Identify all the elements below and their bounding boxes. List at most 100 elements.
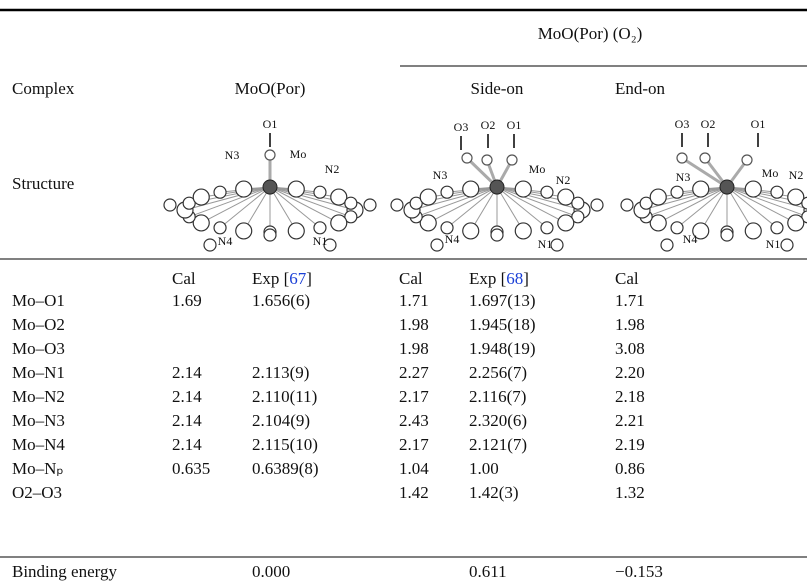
atom-label: Mo bbox=[529, 162, 546, 176]
cell: 2.14 bbox=[172, 363, 202, 382]
atom bbox=[344, 210, 358, 224]
metal-atom bbox=[719, 179, 735, 195]
atom bbox=[741, 154, 753, 166]
bond bbox=[658, 186, 728, 224]
row-label: Mo–N1 bbox=[12, 363, 65, 382]
column-title: Side-on bbox=[471, 79, 524, 98]
bond bbox=[726, 186, 807, 218]
atom bbox=[676, 152, 688, 164]
atom-label: O2 bbox=[481, 118, 496, 132]
bond bbox=[726, 186, 796, 198]
atom bbox=[344, 196, 358, 210]
atom bbox=[639, 196, 653, 210]
atom bbox=[481, 154, 493, 166]
cell: 1.71 bbox=[399, 291, 429, 310]
atom bbox=[506, 154, 518, 166]
bond bbox=[496, 186, 583, 211]
cell: 0.86 bbox=[615, 459, 645, 478]
row-label: Mo–N4 bbox=[12, 435, 65, 454]
subheader: Cal bbox=[615, 269, 639, 288]
reference-link[interactable]: 68 bbox=[506, 269, 523, 288]
atom bbox=[287, 180, 305, 198]
cell: 2.115(10) bbox=[252, 435, 318, 454]
row-label: Mo–O1 bbox=[12, 291, 65, 310]
subheader: Cal bbox=[399, 269, 423, 288]
bond bbox=[681, 156, 728, 189]
atom-label: N2 bbox=[325, 162, 340, 176]
molecule bbox=[620, 152, 807, 252]
atom bbox=[557, 214, 575, 232]
atom-label: N4 bbox=[445, 232, 460, 246]
atom bbox=[692, 222, 710, 240]
cell: 1.98 bbox=[399, 339, 429, 358]
atom bbox=[440, 185, 454, 199]
molecule bbox=[390, 152, 604, 252]
atom bbox=[235, 222, 253, 240]
group-title: MoO(Por) (O₂) bbox=[538, 24, 643, 43]
atom bbox=[192, 214, 210, 232]
cell: 2.104(9) bbox=[252, 411, 310, 430]
atom bbox=[440, 221, 454, 235]
cell: 2.18 bbox=[615, 387, 645, 406]
atom bbox=[720, 228, 734, 242]
atom bbox=[514, 180, 532, 198]
atom bbox=[550, 238, 564, 252]
atom bbox=[461, 152, 473, 164]
bond bbox=[184, 186, 271, 211]
atom-label: O3 bbox=[675, 117, 690, 131]
atom bbox=[744, 180, 762, 198]
cell: 1.69 bbox=[172, 291, 202, 310]
cell: 1.71 bbox=[615, 291, 645, 310]
cell: 0.611 bbox=[469, 562, 507, 581]
cell: 0.6389(8) bbox=[252, 459, 319, 478]
atom bbox=[744, 222, 762, 240]
cell: 1.42 bbox=[399, 483, 429, 502]
row-label: Mo–N2 bbox=[12, 387, 65, 406]
atom bbox=[363, 198, 377, 212]
cell: 1.656(6) bbox=[252, 291, 310, 310]
atom bbox=[540, 185, 554, 199]
cell: 2.121(7) bbox=[469, 435, 527, 454]
cell: 1.00 bbox=[469, 459, 499, 478]
atom bbox=[780, 238, 794, 252]
atom bbox=[571, 210, 585, 224]
atom-label: N3 bbox=[433, 168, 448, 182]
atom-label: O1 bbox=[263, 117, 278, 131]
bond bbox=[411, 186, 498, 211]
bond bbox=[269, 186, 321, 229]
bond bbox=[446, 186, 498, 229]
atom bbox=[590, 198, 604, 212]
bond bbox=[219, 186, 271, 229]
subheader: Exp [68] bbox=[469, 269, 529, 288]
atom bbox=[801, 196, 807, 210]
atom-label: N1 bbox=[313, 234, 328, 248]
cell: 1.948(19) bbox=[469, 339, 536, 358]
cell: 1.945(18) bbox=[469, 315, 536, 334]
atom bbox=[419, 188, 437, 206]
atom bbox=[419, 214, 437, 232]
atom bbox=[330, 188, 348, 206]
atom bbox=[514, 222, 532, 240]
atom bbox=[540, 221, 554, 235]
bond bbox=[428, 186, 498, 224]
atom bbox=[670, 185, 684, 199]
column-title: End-on bbox=[615, 79, 666, 98]
cell: 1.32 bbox=[615, 483, 645, 502]
atom bbox=[203, 238, 217, 252]
atom-label: Mo bbox=[762, 166, 779, 180]
atom bbox=[571, 196, 585, 210]
row-label: O2–O3 bbox=[12, 483, 62, 502]
atom-label: N4 bbox=[218, 234, 233, 248]
atom bbox=[670, 221, 684, 235]
atom bbox=[323, 238, 337, 252]
cell: 2.110(11) bbox=[252, 387, 317, 406]
bond bbox=[726, 186, 796, 224]
atom bbox=[649, 214, 667, 232]
cell: 1.697(13) bbox=[469, 291, 536, 310]
bond bbox=[201, 186, 271, 224]
atom bbox=[235, 180, 253, 198]
atom bbox=[649, 188, 667, 206]
reference-link[interactable]: 67 bbox=[289, 269, 307, 288]
cell: 1.98 bbox=[615, 315, 645, 334]
